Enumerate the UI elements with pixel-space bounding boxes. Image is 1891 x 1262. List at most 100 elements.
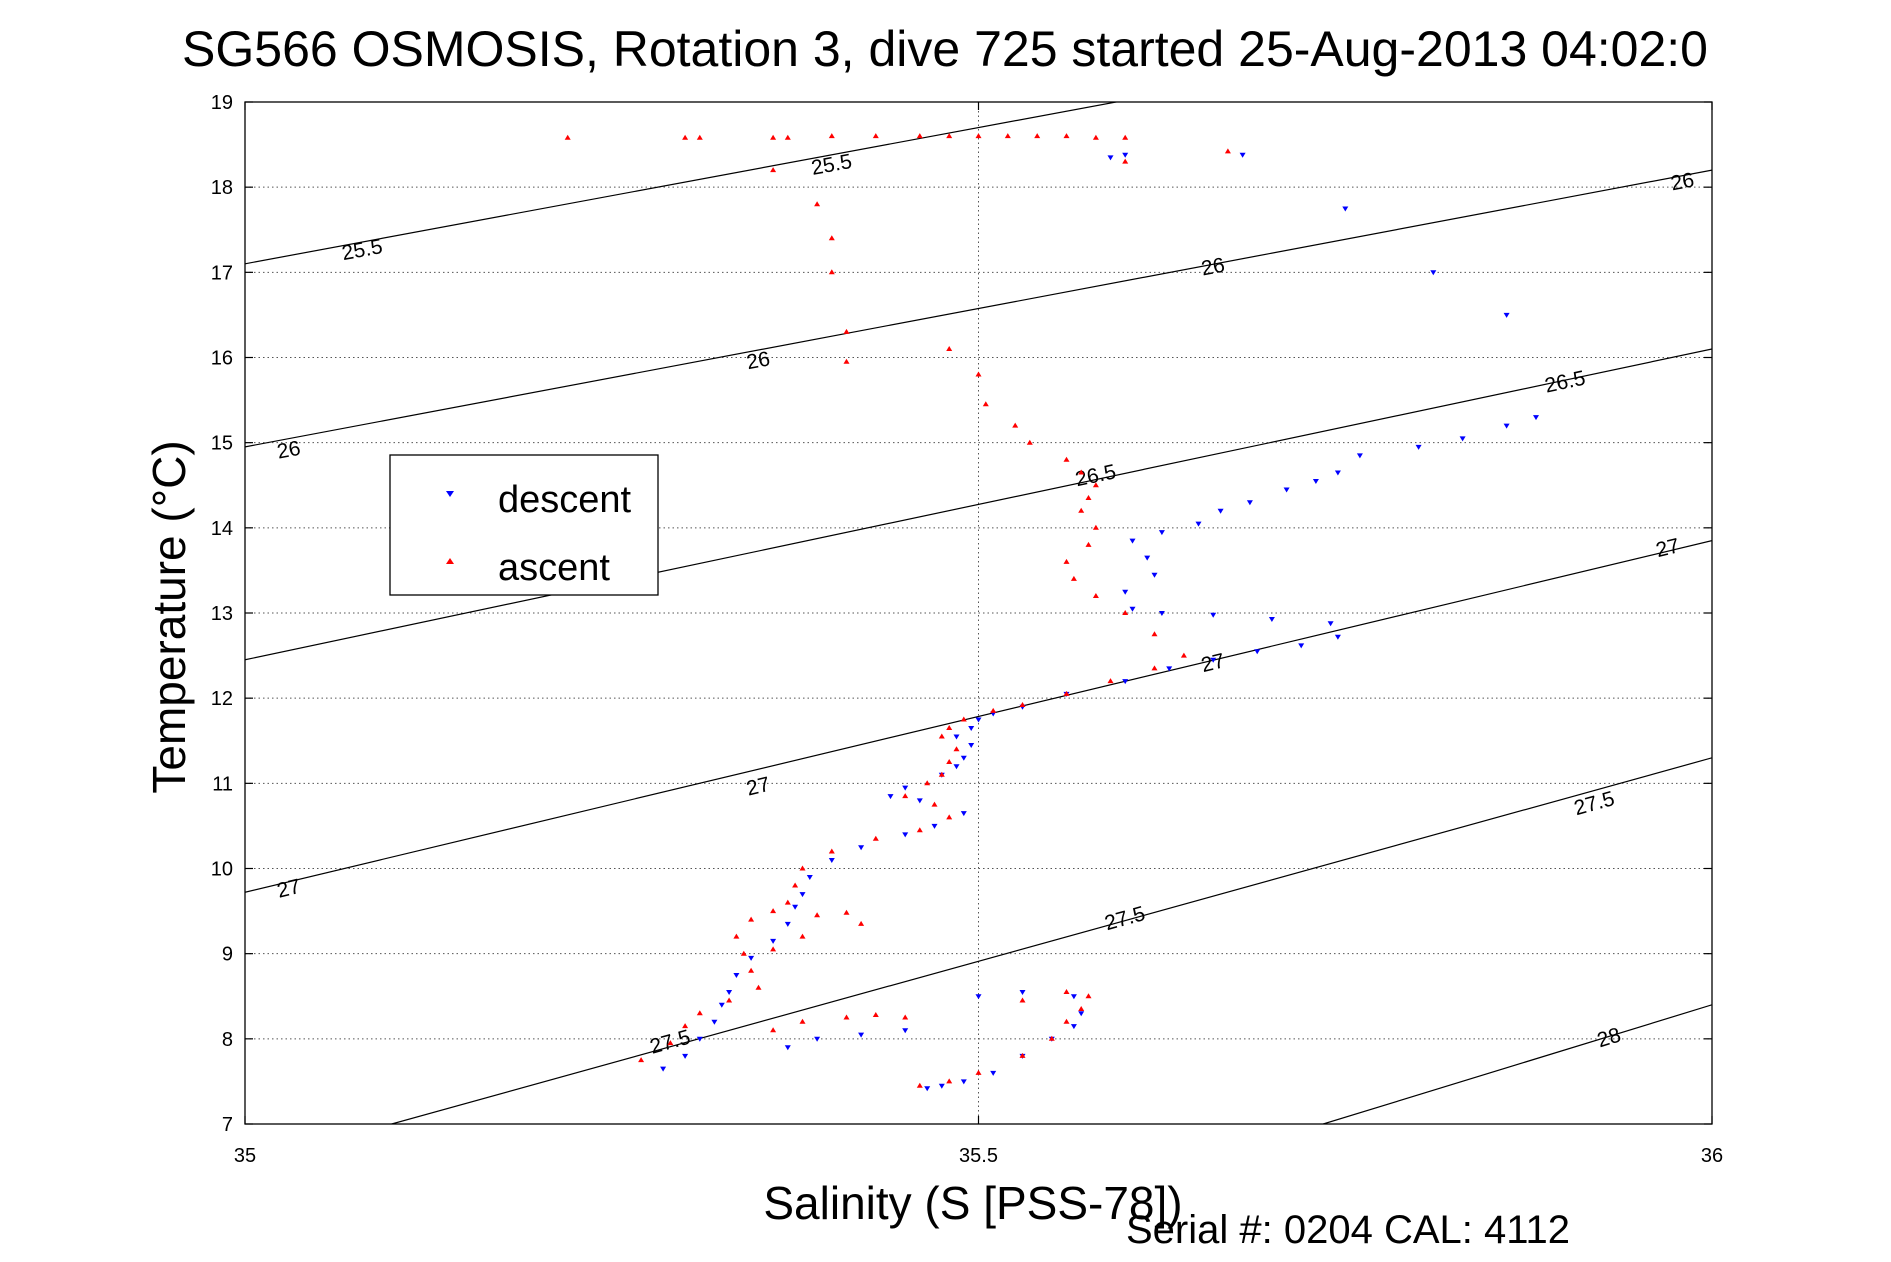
y-tick-label: 9: [222, 944, 233, 966]
ascent-point: [1092, 134, 1099, 140]
descent-point: [931, 823, 938, 829]
ascent-point: [828, 235, 835, 241]
ascent-point: [1092, 524, 1099, 530]
serial-cal-footer: Serial #: 0204 CAL: 4112: [1126, 1208, 1570, 1252]
ascent-point: [938, 771, 945, 777]
descent-point: [990, 1070, 997, 1076]
ascent-point: [902, 1014, 909, 1020]
ascent-point: [828, 133, 835, 139]
chart-title: SG566 OSMOSIS, Rotation 3, dive 725 star…: [182, 21, 1708, 77]
descent-point: [696, 1036, 703, 1042]
descent-point: [1019, 990, 1026, 995]
ascent-point: [1092, 593, 1099, 598]
ascent-point: [770, 134, 777, 140]
descent-point: [1342, 206, 1349, 212]
ascent-point: [828, 848, 835, 854]
descent-point: [733, 973, 740, 978]
contour-line-27.5: [391, 757, 1712, 1124]
descent-point: [1298, 643, 1305, 649]
descent-point: [1210, 657, 1217, 663]
ascent-point: [872, 835, 879, 841]
x-tick-label: 35.5: [959, 1145, 998, 1167]
descent-point: [726, 990, 733, 995]
contour-label: 25.5: [809, 150, 853, 180]
contour-line-26: [245, 169, 1712, 448]
ascent-point: [1004, 133, 1011, 139]
ascent-point: [960, 716, 967, 722]
density-contours: [245, 102, 1712, 1124]
ascent-point: [748, 916, 755, 922]
descent-point: [660, 1066, 667, 1072]
ascent-point: [931, 801, 938, 807]
ascent-point: [1063, 690, 1070, 696]
contour-label: 27.5: [1572, 787, 1618, 820]
descent-point: [682, 1053, 689, 1059]
y-tick-label: 19: [211, 92, 233, 114]
ascent-point: [828, 269, 835, 275]
ascent-point: [1012, 422, 1019, 428]
ascent-point: [975, 133, 982, 139]
descent-point: [1195, 521, 1202, 527]
descent-point: [858, 845, 865, 851]
contour-label: 26: [745, 347, 772, 374]
descent-point: [924, 1086, 931, 1092]
ascent-point: [784, 899, 791, 905]
ascent-point: [938, 733, 945, 739]
ascent-point: [784, 134, 791, 140]
descent-point: [1503, 423, 1510, 429]
contour-labels: 25.525.52626262626.526.52727272727.527.5…: [275, 150, 1696, 1059]
ascent-point: [946, 814, 953, 820]
legend-ascent-label: ascent: [498, 547, 610, 589]
legend: descent ascent: [389, 454, 659, 596]
descent-point: [1217, 508, 1224, 514]
descent-point: [968, 726, 975, 731]
ascent-point: [953, 746, 960, 752]
descent-point: [975, 717, 982, 723]
descent-point: [887, 794, 894, 800]
ascent-point: [1063, 133, 1070, 139]
ascent-point: [740, 950, 747, 956]
descent-point: [1129, 606, 1136, 612]
descent-point: [1415, 444, 1422, 450]
x-tick-labels: 35 35.5 36: [234, 102, 1723, 1167]
y-tick-label: 14: [211, 518, 233, 540]
ascent-point: [872, 133, 879, 139]
ascent-point: [1063, 558, 1070, 564]
ascent-point: [946, 346, 953, 351]
ascent-point: [770, 1027, 777, 1033]
ascent-point: [843, 1014, 850, 1020]
descent-point: [784, 1045, 791, 1051]
contour-label: 27: [275, 875, 303, 903]
ascent-point: [1063, 989, 1070, 994]
legend-ascent-marker: [446, 558, 454, 564]
ascent-point: [916, 1082, 923, 1088]
ascent-point: [1019, 702, 1026, 707]
ascent-point: [770, 167, 777, 173]
descent-point: [1144, 555, 1151, 561]
ascent-point: [1078, 1006, 1085, 1011]
ascent-point: [814, 201, 821, 207]
ascent-point: [667, 1040, 674, 1046]
x-tick-label: 35: [234, 1145, 256, 1167]
descent-point: [1334, 470, 1341, 476]
ascent-point: [946, 1078, 953, 1084]
ascent-point: [1122, 134, 1129, 140]
descent-point: [1430, 270, 1437, 276]
descent-point: [1210, 612, 1217, 618]
descent-point: [938, 1083, 945, 1089]
ascent-point: [1063, 1018, 1070, 1024]
descent-point: [953, 734, 960, 740]
ascent-point: [799, 865, 806, 871]
ascent-point: [748, 967, 755, 973]
ascent-point: [916, 133, 923, 139]
descent-point: [1158, 611, 1165, 616]
descent-point: [1459, 436, 1466, 442]
ascent-point: [902, 793, 909, 799]
descent-point: [1107, 155, 1114, 161]
contour-label: 26: [1669, 169, 1696, 196]
y-tick-label: 10: [211, 859, 233, 881]
ascent-point: [1085, 495, 1092, 500]
ascent-point: [1026, 439, 1033, 445]
ascent-point: [1180, 652, 1187, 658]
x-tick-label: 36: [1701, 1145, 1723, 1167]
